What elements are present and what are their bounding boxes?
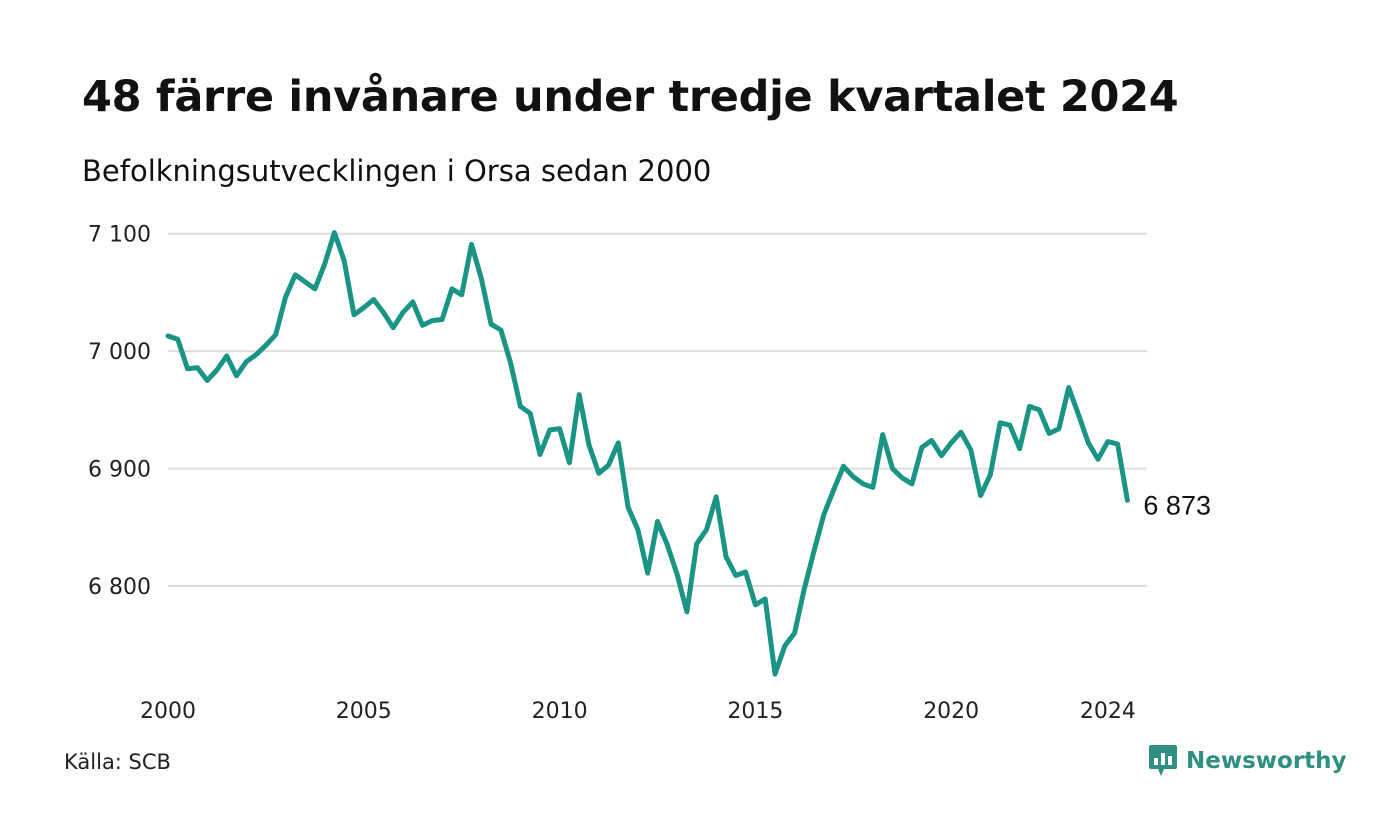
brand-name: Newsworthy: [1186, 748, 1347, 774]
x-axis-ticks: 2000 2005 2010 2015 2020 2024: [140, 699, 1136, 724]
end-label-layer: 6 873: [1143, 490, 1211, 520]
chart-title: 48 färre invånare under tredje kvartalet…: [82, 72, 1179, 122]
x-tick-label: 2010: [532, 699, 588, 724]
x-tick-label: 2024: [1080, 699, 1136, 724]
x-tick-label: 2020: [923, 699, 979, 724]
end-value-label: 6 873: [1143, 490, 1211, 520]
brand: Newsworthy: [1148, 744, 1347, 778]
x-tick-label: 2000: [140, 699, 196, 724]
line-chart: 6 800 6 900 7 000 7 100 2000 2005 2010 2015 202…: [88, 223, 1211, 724]
source-note: Källa: SCB: [64, 750, 171, 774]
newsworthy-logo-icon: [1149, 745, 1177, 776]
y-tick-label: 7 100: [88, 223, 151, 248]
series-layer: [165, 230, 1130, 677]
series-line: [165, 230, 1130, 677]
x-tick-label: 2005: [336, 699, 392, 724]
y-tick-label: 6 800: [88, 575, 151, 600]
y-tick-label: 7 000: [88, 340, 151, 365]
chart-subtitle: Befolkningsutvecklingen i Orsa sedan 200…: [82, 154, 712, 188]
gridlines: [168, 232, 1147, 588]
y-axis-ticks: 6 800 6 900 7 000 7 100: [88, 223, 151, 600]
y-tick-label: 6 900: [88, 458, 151, 483]
x-tick-label: 2015: [727, 699, 783, 724]
